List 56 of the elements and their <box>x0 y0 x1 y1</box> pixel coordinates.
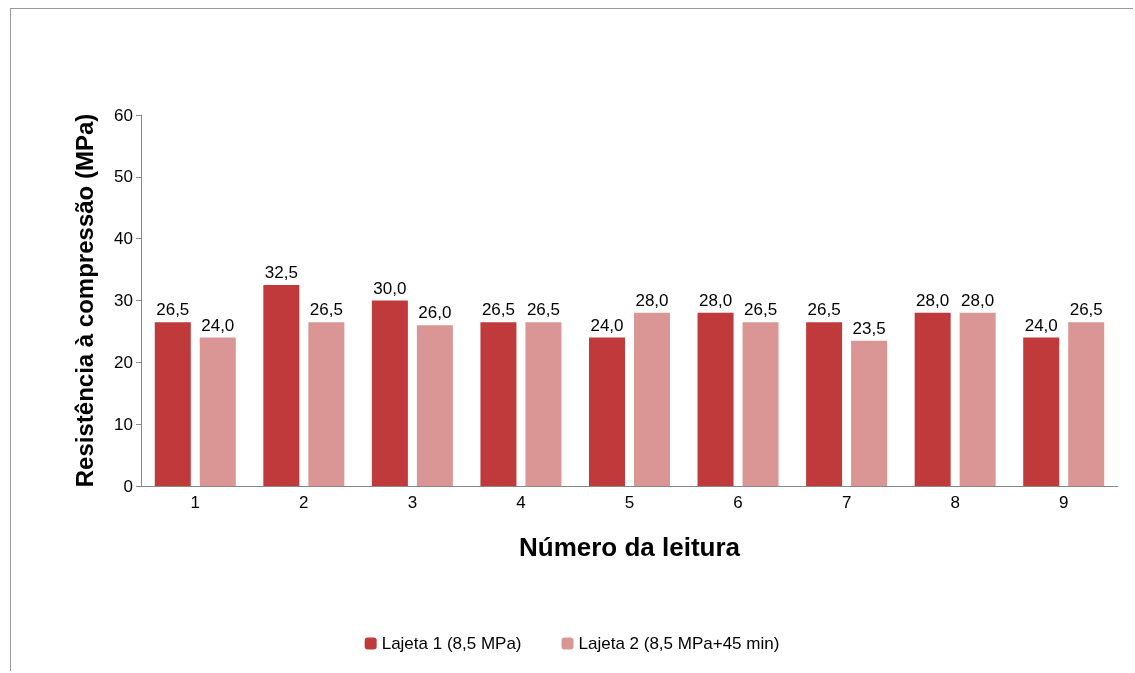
y-tick-label: 20 <box>114 352 133 372</box>
bar <box>806 322 843 486</box>
y-tick-label: 0 <box>123 476 133 496</box>
bar <box>914 312 951 486</box>
y-axis-title: Resistência à compressão (MPa) <box>70 113 98 488</box>
y-tick-label: 30 <box>114 291 133 310</box>
bar <box>742 322 779 486</box>
bar <box>634 312 670 486</box>
bar <box>416 325 453 486</box>
bar <box>1068 322 1105 486</box>
bar <box>371 300 408 486</box>
data-label: 24,0 <box>590 315 624 335</box>
data-label: 26,5 <box>309 300 343 320</box>
data-label: 32,5 <box>264 263 298 283</box>
data-label: 26,0 <box>418 303 452 323</box>
data-label: 23,5 <box>852 318 886 338</box>
x-tick-label: 6 <box>733 493 743 512</box>
bar <box>589 337 625 486</box>
data-label: 24,0 <box>1024 315 1058 335</box>
bar <box>525 322 562 486</box>
bar <box>480 322 517 486</box>
bar <box>263 285 300 486</box>
legend-label: Lajeta 2 (8,5 MPa+45 min) <box>578 634 780 653</box>
bar <box>308 322 345 486</box>
bar <box>697 312 734 486</box>
y-tick-label: 40 <box>114 229 133 249</box>
bar <box>1023 337 1060 486</box>
data-label: 26,5 <box>526 300 560 320</box>
bar <box>851 340 888 486</box>
data-label: 26,5 <box>481 300 515 320</box>
x-tick-label: 4 <box>516 493 526 512</box>
x-tick-label: 5 <box>624 493 635 512</box>
x-tick-label: 2 <box>299 493 309 512</box>
bar <box>199 337 236 486</box>
data-label: 30,0 <box>373 278 407 298</box>
data-label: 26,5 <box>156 300 190 320</box>
bar <box>959 312 996 486</box>
bar <box>154 322 191 486</box>
x-tick-label: 1 <box>190 493 201 512</box>
data-label: 26,5 <box>807 300 841 320</box>
x-tick-label: 8 <box>950 493 960 512</box>
x-tick-label: 3 <box>407 493 418 512</box>
data-label: 24,0 <box>201 315 235 335</box>
y-tick-label: 60 <box>114 105 133 125</box>
x-axis-title: Número da leitura <box>518 532 741 562</box>
data-label: 26,5 <box>744 300 778 320</box>
x-tick-label: 9 <box>1058 493 1069 512</box>
x-tick-label: 7 <box>841 493 852 512</box>
data-label: 28,0 <box>961 290 995 310</box>
y-tick-label: 50 <box>114 167 133 187</box>
legend-label: Lajeta 1 (8,5 MPa) <box>381 634 522 653</box>
y-tick-label: 10 <box>114 414 133 434</box>
data-label: 28,0 <box>699 290 733 310</box>
data-label: 28,0 <box>635 290 669 310</box>
data-label: 26,5 <box>1069 300 1103 320</box>
data-label: 28,0 <box>916 290 950 310</box>
